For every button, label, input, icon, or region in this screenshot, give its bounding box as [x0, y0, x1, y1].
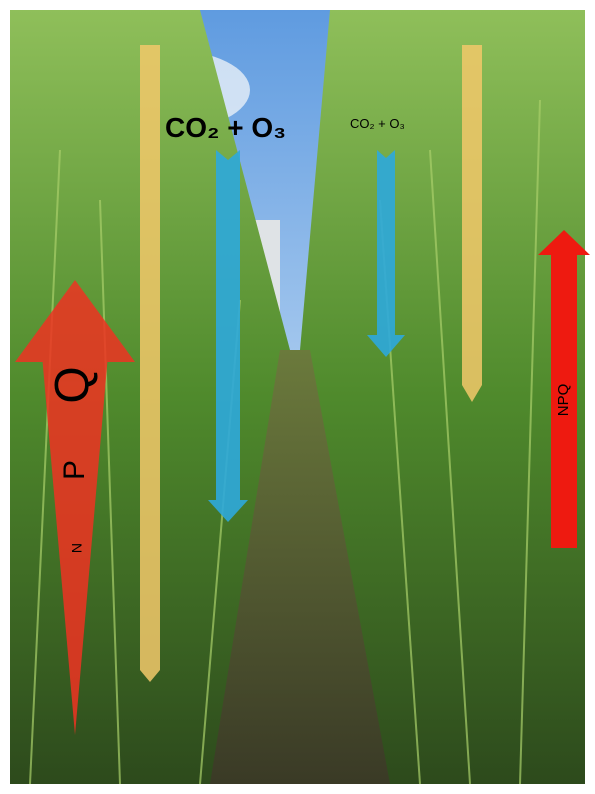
left-arrow-letter: N	[69, 543, 85, 553]
yellow-arrows	[140, 45, 482, 682]
small-label: CO₂ + O₃	[350, 116, 405, 131]
large-label: CO₂ + O₃	[165, 112, 286, 143]
left-arrow-letter: Q	[47, 366, 100, 403]
right-arrow-label: NPQ	[555, 384, 572, 417]
right-red-arrow	[538, 230, 590, 548]
left-arrow-letter: P	[58, 460, 91, 480]
left-red-arrow	[15, 280, 135, 735]
blue-arrows	[208, 150, 405, 522]
